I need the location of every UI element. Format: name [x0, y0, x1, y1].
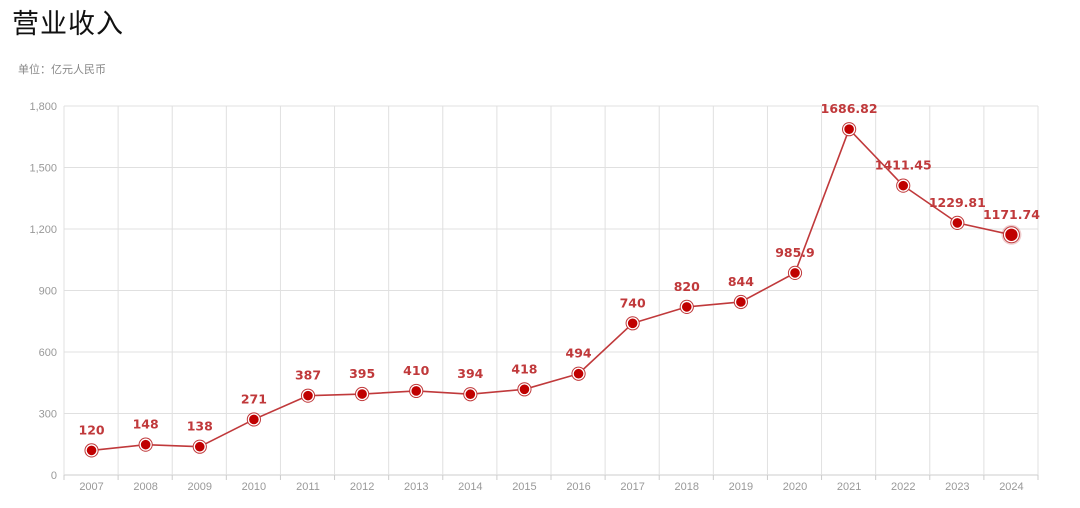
data-point-ring: [679, 299, 694, 314]
data-point: [518, 382, 531, 396]
data-point-ring: [625, 316, 640, 331]
data-point-ring: [84, 443, 99, 458]
x-tick-label: 2019: [729, 481, 753, 493]
data-point-ring: [517, 382, 532, 397]
data-point: [572, 367, 585, 381]
x-tick-label: 2021: [837, 481, 861, 493]
data-point: [896, 179, 910, 193]
data-point: [301, 389, 315, 403]
y-tick-label: 900: [39, 286, 57, 298]
data-point: [409, 384, 423, 398]
axis-layer: 0 300 600 900 1,200 1,500 1,800 2007 2008 2009 201…: [29, 101, 1039, 493]
data-point-ring: [192, 439, 207, 454]
data-point-ring: [571, 366, 586, 381]
label-layer: 120 148 138 271 387 395 410 394 418 494 740 820 844 9…: [79, 101, 1041, 437]
data-label: 1411.45: [875, 158, 932, 173]
data-point: [734, 295, 748, 309]
data-label: 148: [133, 417, 159, 432]
data-label: 394: [457, 366, 483, 381]
data-point: [626, 316, 640, 330]
data-point: [247, 413, 261, 426]
x-tick-label: 2007: [79, 481, 103, 493]
y-tick-label: 1,200: [29, 224, 57, 236]
data-point: [1003, 226, 1020, 243]
data-point-ring: [138, 437, 153, 452]
data-label: 1686.82: [821, 101, 878, 116]
x-tick-label: 2024: [999, 481, 1023, 493]
y-tick-label: 0: [51, 470, 57, 482]
y-tick-label: 1,800: [29, 101, 57, 113]
data-point-ring: [787, 265, 803, 280]
data-point-ring: [300, 388, 316, 403]
chart-title: 营业收入: [12, 9, 124, 40]
data-point: [788, 266, 802, 280]
data-point-ring: [355, 386, 370, 402]
data-label: 138: [187, 419, 213, 434]
data-point: [139, 438, 153, 452]
data-point: [842, 122, 856, 136]
series-line: [91, 128, 1012, 452]
x-tick-label: 2017: [620, 481, 644, 493]
data-point-ring: [1002, 226, 1020, 244]
data-label: 410: [403, 363, 429, 378]
data-point: [463, 387, 477, 401]
data-point-ring: [463, 387, 478, 402]
data-label: 418: [511, 361, 537, 376]
series-layer: [84, 122, 1022, 458]
data-point: [355, 387, 369, 401]
data-point-ring: [409, 383, 424, 399]
x-tick-label: 2010: [242, 481, 266, 493]
data-label: 985.9: [775, 245, 815, 260]
x-tick-label: 2018: [675, 481, 699, 493]
data-label: 1229.81: [929, 195, 986, 210]
y-tick-label: 600: [39, 347, 57, 359]
data-point: [950, 216, 964, 230]
data-label: 395: [349, 366, 375, 381]
x-tick-label: 2011: [296, 481, 320, 493]
data-point: [193, 440, 207, 454]
data-label: 1171.74: [983, 207, 1040, 222]
x-tick-label: 2022: [891, 481, 915, 493]
data-point: [680, 300, 694, 314]
data-label: 740: [620, 295, 646, 310]
data-point-ring: [733, 294, 748, 310]
data-label: 271: [241, 391, 267, 406]
data-point-ring: [842, 122, 857, 137]
data-label: 387: [295, 368, 321, 383]
x-tick-label: 2023: [945, 481, 969, 493]
x-tick-label: 2008: [133, 481, 157, 493]
data-point-ring: [246, 412, 261, 427]
x-tick-label: 2020: [783, 481, 807, 493]
x-tick-label: 2015: [512, 481, 536, 493]
x-tick-label: 2012: [350, 481, 374, 493]
x-tick-label: 2013: [404, 481, 428, 493]
x-tick-label: 2016: [566, 481, 590, 493]
data-point-ring: [896, 178, 911, 193]
data-label: 820: [674, 279, 700, 294]
x-tick-label: 2009: [188, 481, 212, 493]
data-point-ring: [950, 215, 965, 230]
y-tick-label: 300: [39, 409, 57, 421]
data-label: 494: [566, 346, 592, 361]
chart-subtitle: 单位：亿元人民币: [18, 63, 106, 76]
y-tick-label: 1,500: [29, 163, 57, 175]
x-tick-label: 2014: [458, 481, 482, 493]
data-point: [85, 443, 98, 457]
data-label: 120: [79, 422, 105, 437]
data-label: 844: [728, 274, 754, 289]
